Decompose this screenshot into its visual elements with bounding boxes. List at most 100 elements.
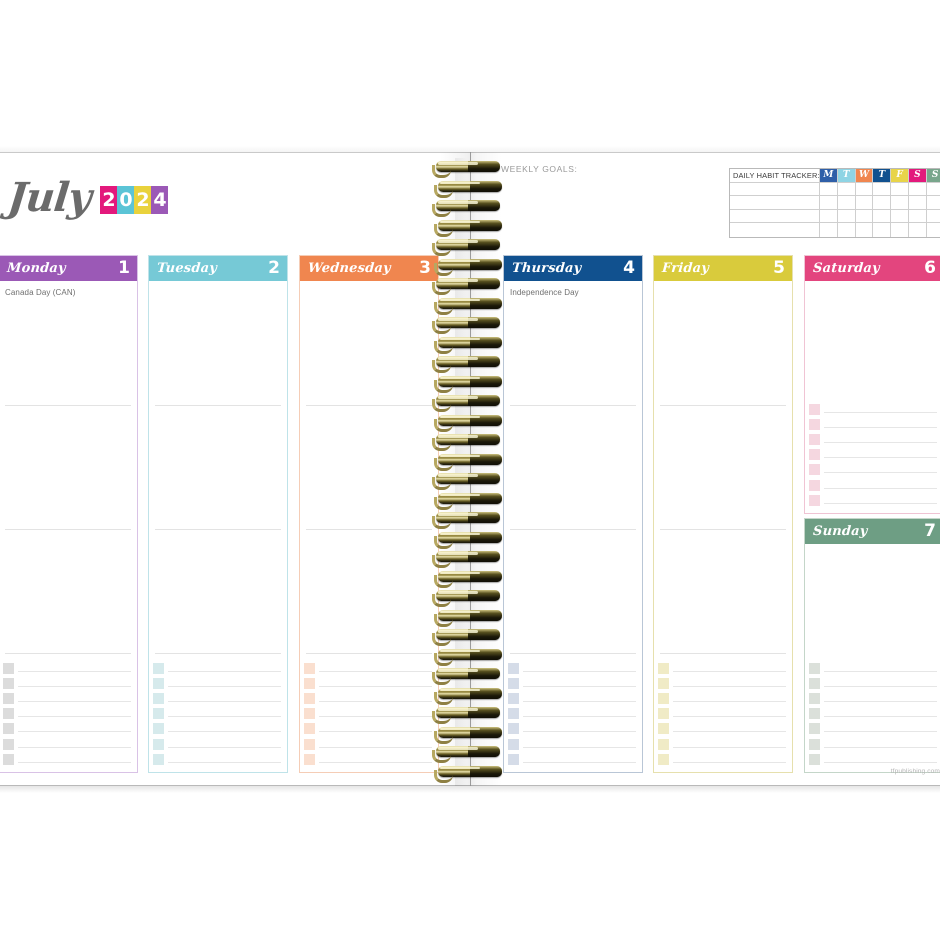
day-notes-area[interactable]: Canada Day (CAN) <box>0 281 137 772</box>
checklist-write-line[interactable] <box>673 701 786 703</box>
checklist-write-line[interactable] <box>824 472 937 474</box>
checkbox-icon[interactable] <box>508 723 519 735</box>
checklist-write-line[interactable] <box>18 670 131 672</box>
habit-check-cell[interactable] <box>909 182 927 195</box>
checkbox-icon[interactable] <box>3 753 14 765</box>
checklist-write-line[interactable] <box>673 731 786 733</box>
checkbox-icon[interactable] <box>809 753 820 765</box>
checkbox-icon[interactable] <box>658 723 669 735</box>
checklist-row[interactable] <box>809 479 937 494</box>
checklist-row[interactable] <box>153 707 281 722</box>
day-column-saturday[interactable]: Saturday 6 <box>804 255 940 514</box>
checklist-write-line[interactable] <box>319 761 432 763</box>
habit-check-cell[interactable] <box>856 209 874 222</box>
habit-check-cell[interactable] <box>873 196 892 209</box>
habit-check-cell[interactable] <box>820 196 838 209</box>
checklist-write-line[interactable] <box>168 685 281 687</box>
habit-name-input[interactable] <box>730 196 820 209</box>
checkbox-icon[interactable] <box>153 738 164 750</box>
habit-tracker-row[interactable] <box>730 223 940 237</box>
checklist-row[interactable] <box>508 753 636 768</box>
checklist-row[interactable] <box>304 753 432 768</box>
habit-check-cell[interactable] <box>820 182 838 195</box>
habit-check-cell[interactable] <box>838 209 856 222</box>
checklist-row[interactable] <box>658 707 786 722</box>
checklist-write-line[interactable] <box>523 731 636 733</box>
checklist-write-line[interactable] <box>18 731 131 733</box>
checkbox-icon[interactable] <box>153 753 164 765</box>
checkbox-icon[interactable] <box>304 753 315 765</box>
checklist-write-line[interactable] <box>673 761 786 763</box>
habit-check-cell[interactable] <box>820 223 838 237</box>
checkbox-icon[interactable] <box>153 677 164 689</box>
checkbox-icon[interactable] <box>508 693 519 705</box>
checkbox-icon[interactable] <box>153 723 164 735</box>
checkbox-icon[interactable] <box>304 693 315 705</box>
checklist-write-line[interactable] <box>168 746 281 748</box>
checklist-row[interactable] <box>809 463 937 478</box>
checklist-row[interactable] <box>3 707 131 722</box>
checklist-row[interactable] <box>304 677 432 692</box>
checkbox-icon[interactable] <box>809 449 820 461</box>
checklist-row[interactable] <box>304 707 432 722</box>
day-notes-area[interactable] <box>149 281 287 772</box>
checkbox-icon[interactable] <box>3 708 14 720</box>
checkbox-icon[interactable] <box>153 708 164 720</box>
checklist-write-line[interactable] <box>18 716 131 718</box>
checklist-write-line[interactable] <box>824 716 937 718</box>
checkbox-icon[interactable] <box>3 662 14 674</box>
checklist-row[interactable] <box>809 677 937 692</box>
checkbox-icon[interactable] <box>658 708 669 720</box>
habit-check-cell[interactable] <box>820 209 838 222</box>
checklist-row[interactable] <box>508 692 636 707</box>
checkbox-icon[interactable] <box>809 403 820 415</box>
checkbox-icon[interactable] <box>508 662 519 674</box>
checkbox-icon[interactable] <box>3 723 14 735</box>
checkbox-icon[interactable] <box>658 677 669 689</box>
checklist-write-line[interactable] <box>18 685 131 687</box>
checklist-row[interactable] <box>508 662 636 677</box>
daily-habit-tracker[interactable]: DAILY HABIT TRACKER: M T W T F S S <box>729 168 940 238</box>
habit-check-cell[interactable] <box>856 182 874 195</box>
checklist-row[interactable] <box>809 494 937 509</box>
checklist-write-line[interactable] <box>673 685 786 687</box>
checklist-row[interactable] <box>153 738 281 753</box>
checklist-write-line[interactable] <box>673 746 786 748</box>
checkbox-icon[interactable] <box>658 753 669 765</box>
checklist-row[interactable] <box>809 433 937 448</box>
habit-check-cell[interactable] <box>856 223 874 237</box>
checkbox-icon[interactable] <box>153 662 164 674</box>
checkbox-icon[interactable] <box>809 708 820 720</box>
checkbox-icon[interactable] <box>809 662 820 674</box>
checklist-write-line[interactable] <box>523 701 636 703</box>
checklist-row[interactable] <box>809 753 937 768</box>
habit-tracker-row[interactable] <box>730 182 940 196</box>
checklist-write-line[interactable] <box>824 670 937 672</box>
checklist-write-line[interactable] <box>523 685 636 687</box>
checklist-row[interactable] <box>3 722 131 737</box>
checklist-row[interactable] <box>508 722 636 737</box>
checklist-row[interactable] <box>809 403 937 418</box>
habit-check-cell[interactable] <box>927 183 940 196</box>
checkbox-icon[interactable] <box>304 662 315 674</box>
checkbox-icon[interactable] <box>304 677 315 689</box>
checklist-write-line[interactable] <box>824 411 937 413</box>
checklist-row[interactable] <box>658 722 786 737</box>
habit-check-cell[interactable] <box>891 196 909 209</box>
checklist-write-line[interactable] <box>168 761 281 763</box>
day-notes-area[interactable] <box>654 281 792 772</box>
checkbox-icon[interactable] <box>658 662 669 674</box>
checklist-row[interactable] <box>304 692 432 707</box>
checklist-write-line[interactable] <box>18 746 131 748</box>
habit-check-cell[interactable] <box>909 196 927 209</box>
checklist-write-line[interactable] <box>824 457 937 459</box>
habit-check-cell[interactable] <box>927 196 940 209</box>
checklist-row[interactable] <box>153 753 281 768</box>
checkbox-icon[interactable] <box>809 723 820 735</box>
checklist-write-line[interactable] <box>168 716 281 718</box>
habit-check-cell[interactable] <box>891 223 909 237</box>
checklist-write-line[interactable] <box>673 716 786 718</box>
checkbox-icon[interactable] <box>508 753 519 765</box>
checkbox-icon[interactable] <box>809 464 820 476</box>
checklist-write-line[interactable] <box>319 716 432 718</box>
